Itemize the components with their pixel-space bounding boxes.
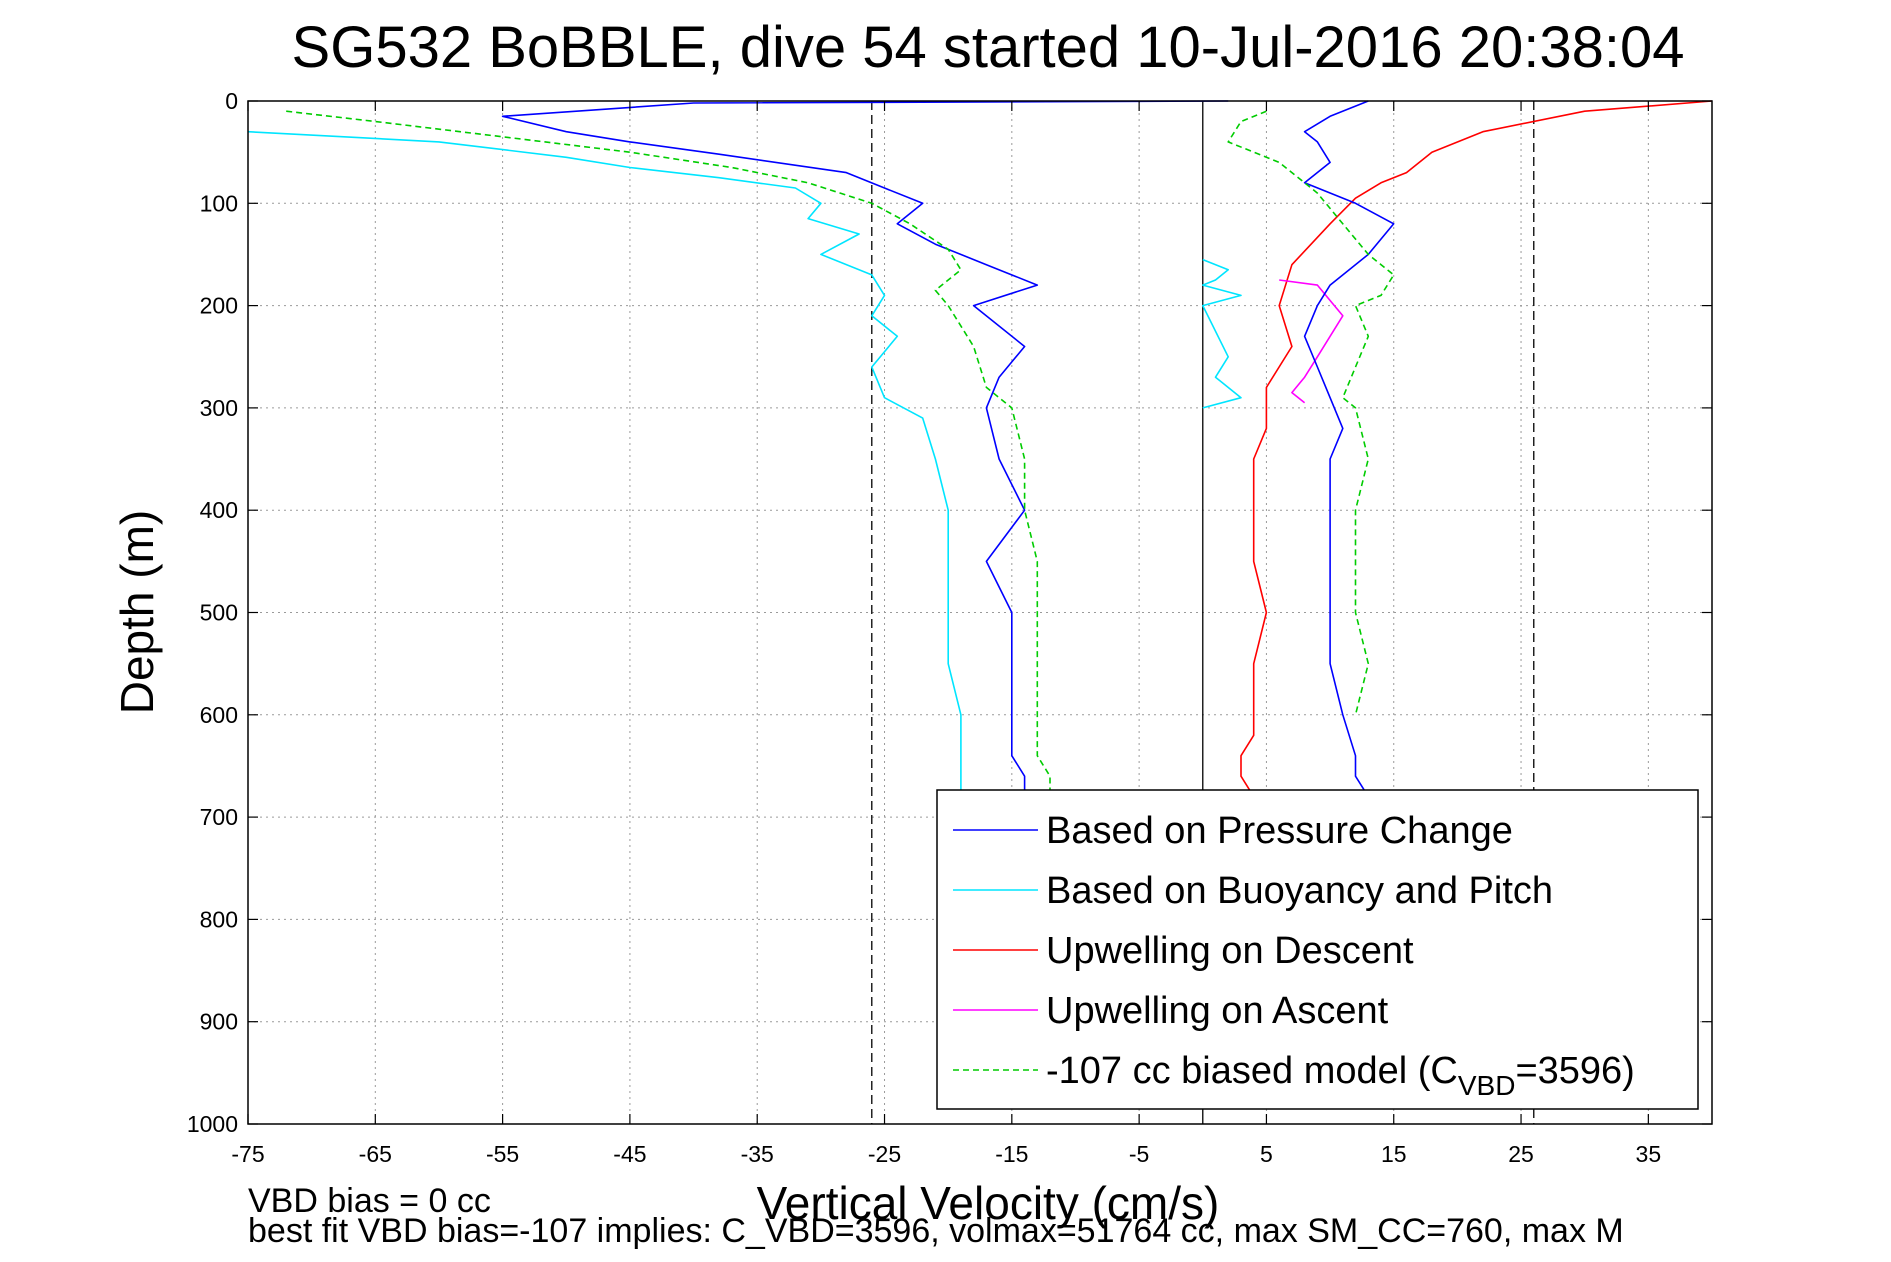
y-axis-ticks: 0 100 200 300 400 500 600 700 800 900 1000 — [187, 88, 1712, 1137]
x-tick-label: -65 — [359, 1141, 392, 1167]
x-axis-label: Vertical Velocity (cm/s) — [757, 1177, 1220, 1229]
series-line — [1303, 100, 1395, 798]
series-layer — [247, 100, 1713, 798]
x-axis-ticks: -75 -65 -55 -45 -35 -25 -15 -5 5 15 25 35 — [231, 101, 1661, 1167]
legend-label-main: Based on Buoyancy and Pitch — [1046, 870, 1553, 912]
series-line — [247, 130, 962, 797]
legend-label: Based on Buoyancy and Pitch — [1046, 870, 1553, 912]
y-tick-label: 900 — [200, 1009, 238, 1035]
y-tick-label: 0 — [225, 88, 238, 114]
y-tick-label: 500 — [200, 600, 238, 626]
footer-line-2: best fit VBD bias=-107 implies: C_VBD=35… — [248, 1212, 1624, 1250]
series-line — [1240, 100, 1713, 798]
legend-label: -107 cc biased model (CVBD=3596) — [1046, 1050, 1635, 1101]
x-tick-label: -5 — [1129, 1141, 1149, 1167]
legend-label: Upwelling on Descent — [1046, 930, 1414, 972]
legend-label-main: Based on Pressure Change — [1046, 810, 1513, 852]
series-line — [286, 110, 1051, 797]
series-line — [1202, 258, 1242, 409]
chart-title: SG532 BoBBLE, dive 54 started 10-Jul-201… — [292, 15, 1685, 80]
x-tick-label: -55 — [486, 1141, 519, 1167]
x-tick-label: 5 — [1260, 1141, 1273, 1167]
x-tick-label: -25 — [868, 1141, 901, 1167]
legend-label-tail: =3596) — [1515, 1050, 1634, 1092]
y-tick-label: 400 — [200, 497, 238, 523]
x-tick-label: -15 — [995, 1141, 1028, 1167]
y-tick-label: 700 — [200, 804, 238, 830]
legend-label: Upwelling on Ascent — [1046, 990, 1389, 1032]
x-tick-label: 25 — [1508, 1141, 1534, 1167]
y-tick-label: 600 — [200, 702, 238, 728]
y-tick-label: 300 — [200, 395, 238, 421]
y-tick-label: 100 — [200, 190, 238, 216]
x-tick-label: -35 — [741, 1141, 774, 1167]
y-tick-label: 200 — [200, 293, 238, 319]
series-line — [501, 100, 1229, 797]
legend-label: Based on Pressure Change — [1046, 810, 1513, 852]
series-line — [1227, 110, 1395, 715]
series-line — [1279, 279, 1344, 404]
x-tick-label: -75 — [231, 1141, 264, 1167]
legend-label-main: Upwelling on Ascent — [1046, 990, 1389, 1032]
legend-label-main: -107 cc biased model (C — [1046, 1050, 1458, 1092]
legend: Based on Pressure Change Based on Buoyanc… — [936, 789, 1699, 1110]
y-tick-label: 1000 — [187, 1111, 238, 1137]
legend-items: Based on Pressure Change Based on Buoyanc… — [953, 810, 1635, 1101]
legend-label-subscript: VBD — [1458, 1070, 1516, 1101]
footer-line-1: VBD bias = 0 cc — [248, 1182, 491, 1220]
y-tick-label: 800 — [200, 906, 238, 932]
legend-box — [936, 789, 1699, 1110]
y-axis-label: Depth (m) — [111, 510, 163, 714]
x-tick-label: 15 — [1381, 1141, 1407, 1167]
x-tick-label: -45 — [613, 1141, 646, 1167]
legend-label-main: Upwelling on Descent — [1046, 930, 1414, 972]
x-tick-label: 35 — [1636, 1141, 1662, 1167]
